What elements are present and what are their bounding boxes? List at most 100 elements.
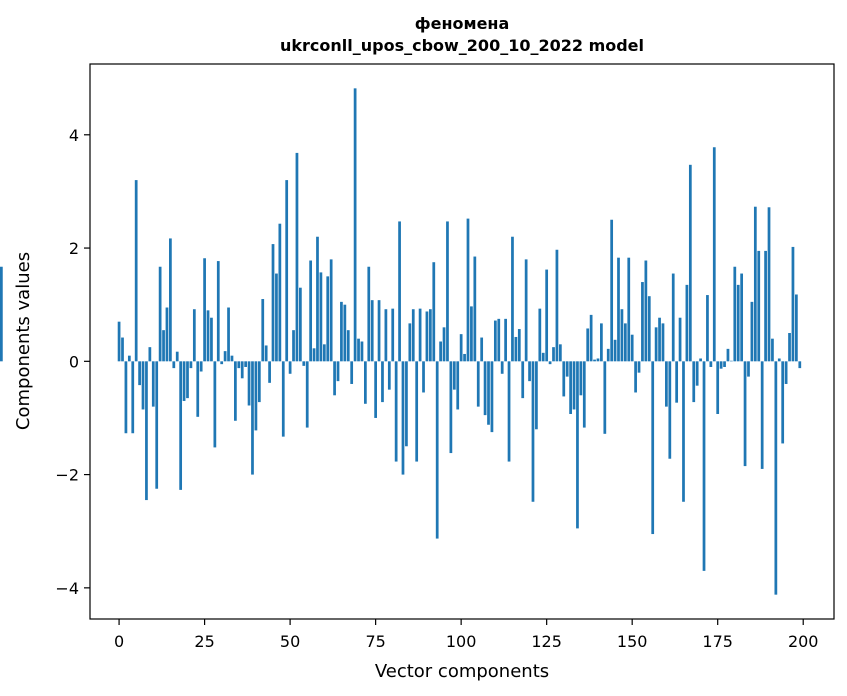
bar-188 <box>760 361 764 469</box>
bar-176 <box>719 361 723 369</box>
bars-group <box>0 88 802 595</box>
bar-69 <box>353 88 357 362</box>
bar-151 <box>634 361 637 393</box>
bar-40 <box>254 361 258 431</box>
bar-50 <box>288 361 292 374</box>
bar-109 <box>490 361 494 433</box>
bar-104 <box>473 256 477 362</box>
bar-34 <box>234 361 237 421</box>
bar-165 <box>682 361 685 502</box>
bar-24 <box>199 361 203 372</box>
bar-39 <box>251 361 254 475</box>
bar-73 <box>367 266 371 362</box>
x-tick-label: 150 <box>617 632 648 651</box>
x-tick-label: 125 <box>531 632 562 651</box>
bar-112 <box>500 361 504 374</box>
bar-145 <box>613 339 617 362</box>
bar-77 <box>381 361 384 403</box>
bar-37 <box>244 361 248 367</box>
bar-86 <box>411 309 415 362</box>
bar-178 <box>726 348 730 362</box>
bar-163 <box>675 361 679 403</box>
bar-105 <box>476 361 480 407</box>
bar-83 <box>401 361 405 475</box>
bar-181 <box>736 284 740 362</box>
bar-6 <box>138 361 141 386</box>
bar-80 <box>391 308 395 362</box>
bar-159 <box>661 323 665 362</box>
bar-199 <box>798 361 802 369</box>
x-tick-label: 0 <box>114 632 124 651</box>
bar-193 <box>777 358 781 362</box>
bar-190 <box>767 207 771 362</box>
bar-187 <box>757 250 761 362</box>
bar-150 <box>630 334 634 362</box>
bar-139 <box>593 359 596 362</box>
bar-14 <box>165 307 169 362</box>
bar-85 <box>408 323 412 362</box>
bar-185 <box>750 301 754 362</box>
bar-121 <box>531 361 535 502</box>
bar-167 <box>688 164 692 362</box>
bar-131 <box>565 361 569 377</box>
bar-168 <box>692 361 696 403</box>
bar-8 <box>145 361 148 501</box>
bar-191 <box>771 338 774 362</box>
bar-95 <box>442 327 446 362</box>
bar-99 <box>456 361 460 410</box>
bar-111 <box>497 318 501 362</box>
bar-172 <box>706 295 709 362</box>
bar-38 <box>247 361 251 406</box>
bar-118 <box>521 361 525 399</box>
bar-9 <box>148 347 152 362</box>
bar-138 <box>589 314 593 362</box>
bar-67 <box>346 330 350 362</box>
bar-20 <box>186 361 189 399</box>
y-tick-label: 2 <box>69 239 79 258</box>
bar-79 <box>387 361 391 390</box>
bar-44 <box>268 361 271 383</box>
bar-11 <box>155 361 159 489</box>
bar-22 <box>192 309 196 362</box>
bar-175 <box>716 361 720 414</box>
bar-0 <box>117 321 121 362</box>
bar-194 <box>781 361 785 444</box>
bar-30 <box>220 361 224 365</box>
bar-89 <box>422 361 425 393</box>
bar-28 <box>213 361 217 448</box>
bar-129 <box>558 344 562 362</box>
bar-23 <box>196 361 200 417</box>
bar-3 <box>127 355 131 362</box>
bar-198 <box>795 294 798 362</box>
bar-33 <box>230 355 234 362</box>
bar-57 <box>312 348 316 362</box>
bar-189 <box>764 250 767 362</box>
bar-41 <box>257 361 261 403</box>
bar-94 <box>439 341 442 362</box>
bar-81 <box>394 361 398 462</box>
bar-117 <box>517 329 521 362</box>
bar-134 <box>576 361 579 529</box>
bar-56 <box>309 260 313 362</box>
bar-97 <box>449 361 453 454</box>
bar-144 <box>610 219 614 362</box>
y-axis-label: Components values <box>13 252 34 430</box>
bar-16 <box>172 361 176 369</box>
bar-147 <box>620 309 624 362</box>
bar-35 <box>237 361 241 369</box>
bar-10 <box>151 361 155 407</box>
bar-64 <box>336 361 340 382</box>
bar-113 <box>504 318 507 362</box>
bar-114 <box>507 361 511 462</box>
bar-2 <box>124 361 128 434</box>
bar-74 <box>370 300 374 362</box>
chart-title-line-2: ukrconll_upos_cbow_200_10_2022 model <box>280 36 644 55</box>
bar-126 <box>548 361 552 365</box>
bar-42 <box>261 299 265 362</box>
bar-29 <box>216 261 220 362</box>
bar-65 <box>340 301 343 362</box>
bar-92 <box>432 262 436 362</box>
bar-107 <box>483 361 487 416</box>
bar-17 <box>175 351 179 362</box>
